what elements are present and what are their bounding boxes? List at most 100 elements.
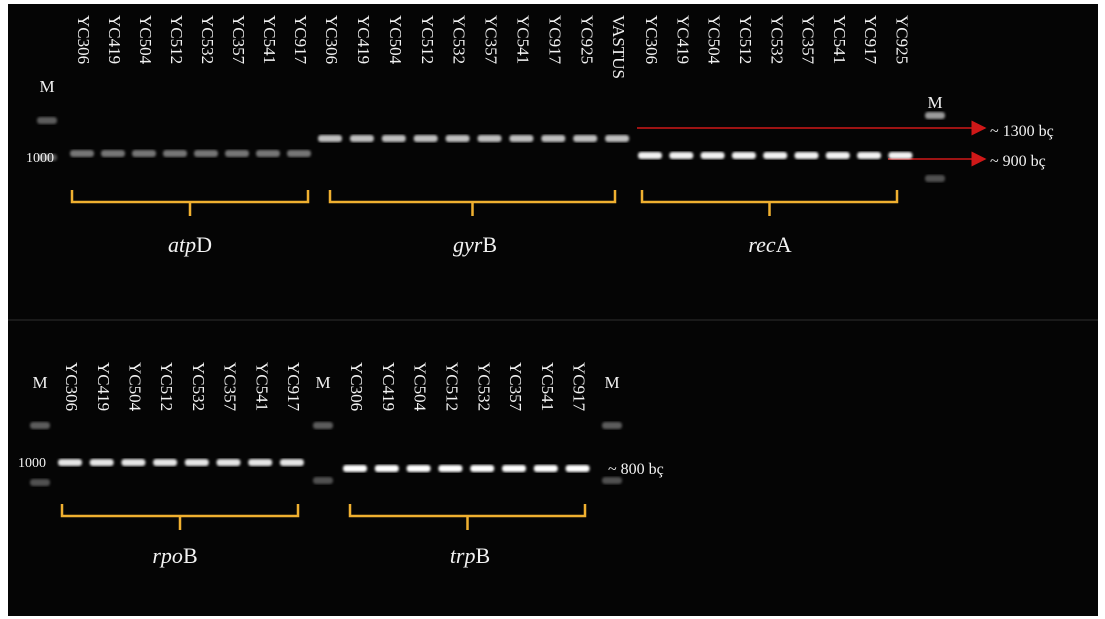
band [350,135,374,142]
lane-label: YC917 [291,15,310,65]
lane-label: YC512 [157,362,176,411]
band [414,135,438,142]
gene-italic: rpo [152,543,183,568]
lane-label: YC917 [545,15,564,65]
band [280,459,304,466]
lane-label: YC357 [506,362,525,412]
lane-label: YC512 [442,362,461,411]
gene-roman: A [776,232,792,257]
lane-label: YC306 [347,362,366,411]
lane-label: YC532 [450,15,469,64]
band [382,135,406,142]
band [121,459,145,466]
band [638,152,662,159]
lane-label: YC925 [892,15,911,64]
gene-label: rpoB [152,543,197,568]
gene-roman: D [196,232,212,257]
band [502,465,526,472]
gene-label: gyrB [453,232,497,257]
lane-label: YC306 [322,15,341,64]
lane-label: YC419 [94,362,113,411]
lane-label: YC541 [538,362,557,411]
lane-label: VASTUS [609,15,628,79]
band [313,422,333,429]
lane-label: YC357 [221,362,240,412]
lane-label: YC306 [74,15,93,64]
size-label: ~ 1300 bç [990,123,1054,140]
gene-roman: B [183,543,198,568]
band [101,150,125,157]
lane-label: YC306 [642,15,661,64]
band [888,152,912,159]
lane-label: YC512 [418,15,437,64]
band [925,175,945,182]
marker-label: M [927,93,942,112]
ladder-label: 1000 [18,456,46,471]
gene-label: recA [748,232,791,257]
band [185,459,209,466]
band [826,152,850,159]
lane-label: YC504 [705,15,724,65]
gene-roman: B [476,543,491,568]
band [541,135,565,142]
gene-italic: gyr [453,232,483,257]
band [90,459,114,466]
band [163,150,187,157]
band [225,150,249,157]
lane-label: YC541 [830,15,849,64]
marker-label: M [315,373,330,392]
band [438,465,462,472]
lane-label: YC917 [284,362,303,412]
band [318,135,342,142]
band [248,459,272,466]
gene-italic: atp [168,232,196,257]
band [313,477,333,484]
lane-label: YC357 [482,15,501,65]
lane-label: YC419 [354,15,373,64]
lane-label: YC504 [411,362,430,412]
band [343,465,367,472]
lane-label: YC512 [736,15,755,64]
lane-label: YC419 [673,15,692,64]
lane-label: YC917 [570,362,589,412]
band [446,135,470,142]
size-label: ~ 900 bç [990,153,1046,170]
band [795,152,819,159]
lane-label: YC532 [474,362,493,411]
marker-label: M [604,373,619,392]
lane-label: YC541 [260,15,279,64]
lane-label: YC532 [767,15,786,64]
gel-figure: M M 1000 YC306 YC419 YC504 YC512 YC532 YC357 YC54… [0,0,1105,619]
band [37,117,57,124]
gene-label: trpB [450,543,490,568]
band [573,135,597,142]
band [763,152,787,159]
gene-italic: trp [450,543,476,568]
band [132,150,156,157]
band [407,465,431,472]
band [732,152,756,159]
band [534,465,558,472]
band [509,135,533,142]
lane-label: YC512 [167,15,186,64]
band [602,422,622,429]
band [217,459,241,466]
band [605,135,629,142]
size-label: ~ 800 bç [608,461,664,478]
band [194,150,218,157]
lane-label: YC532 [189,362,208,411]
band [566,465,590,472]
gene-label: atpD [168,232,212,257]
band [478,135,502,142]
band [287,150,311,157]
band [470,465,494,472]
band [30,479,50,486]
lane-label: YC504 [136,15,155,65]
lane-label: YC419 [105,15,124,64]
lane-label: YC357 [799,15,818,65]
lane-label: YC357 [229,15,248,65]
band [669,152,693,159]
lane-label: YC504 [125,362,144,412]
gene-italic: rec [748,232,776,257]
lane-label: YC925 [577,15,596,64]
